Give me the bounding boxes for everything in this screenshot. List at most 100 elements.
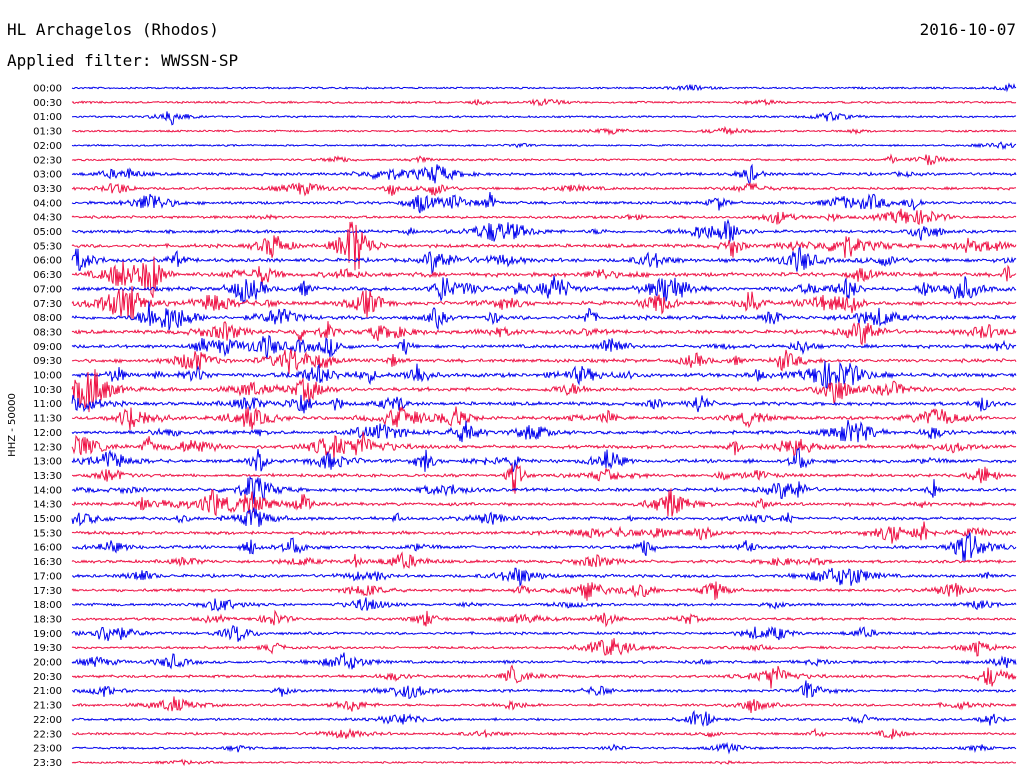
trace-2100 bbox=[71, 680, 1017, 700]
time-tick-0630: 06:30 bbox=[33, 270, 62, 281]
trace-1830 bbox=[71, 609, 1016, 628]
trace-0600 bbox=[71, 246, 1017, 275]
time-tick-0530: 05:30 bbox=[33, 241, 62, 252]
trace-0200 bbox=[71, 141, 1017, 151]
time-tick-0800: 08:00 bbox=[33, 313, 62, 324]
record-date: 2016-10-07 bbox=[919, 20, 1016, 39]
time-tick-1600: 16:00 bbox=[33, 543, 62, 554]
trace-1800 bbox=[71, 597, 1017, 612]
trace-2000 bbox=[71, 652, 1017, 670]
time-tick-2300: 23:00 bbox=[33, 744, 62, 755]
station-title: HL Archagelos (Rhodos) bbox=[7, 20, 219, 39]
trace-0400 bbox=[71, 192, 1017, 214]
time-tick-0230: 02:30 bbox=[33, 155, 62, 166]
time-tick-0400: 04:00 bbox=[33, 198, 62, 209]
seismic-traces bbox=[71, 82, 1017, 767]
trace-1530 bbox=[71, 521, 1017, 544]
trace-0900 bbox=[71, 334, 1017, 360]
trace-1630 bbox=[71, 551, 1017, 570]
trace-0300 bbox=[71, 163, 1017, 186]
time-tick-1130: 11:30 bbox=[33, 414, 62, 425]
time-tick-0600: 06:00 bbox=[33, 256, 62, 267]
trace-2330 bbox=[71, 758, 1016, 767]
trace-0000 bbox=[71, 82, 1017, 93]
time-tick-0130: 01:30 bbox=[33, 127, 62, 138]
applied-filter-label: Applied filter: WWSSN-SP bbox=[7, 51, 239, 70]
trace-1230 bbox=[71, 431, 1017, 460]
time-tick-1400: 14:00 bbox=[33, 485, 62, 496]
trace-0730 bbox=[71, 285, 1017, 320]
time-tick-1330: 13:30 bbox=[33, 471, 62, 482]
trace-2130 bbox=[71, 696, 1017, 713]
time-tick-0900: 09:00 bbox=[33, 342, 62, 353]
trace-0630 bbox=[71, 256, 1017, 298]
time-tick-0930: 09:30 bbox=[33, 356, 62, 367]
trace-1700 bbox=[71, 567, 1017, 588]
y-axis-label: HHZ - 50000 bbox=[7, 393, 18, 457]
trace-1330 bbox=[72, 464, 1017, 494]
time-tick-1000: 10:00 bbox=[33, 371, 62, 382]
time-tick-2200: 22:00 bbox=[33, 715, 62, 726]
trace-0330 bbox=[71, 182, 1017, 197]
trace-0930 bbox=[71, 349, 1017, 375]
time-tick-1300: 13:00 bbox=[33, 457, 62, 468]
time-tick-1630: 16:30 bbox=[33, 557, 62, 568]
time-tick-2030: 20:30 bbox=[33, 672, 62, 683]
trace-2030 bbox=[71, 664, 1017, 689]
trace-0030 bbox=[71, 98, 1017, 107]
trace-0700 bbox=[71, 275, 1017, 305]
time-tick-1200: 12:00 bbox=[33, 428, 62, 439]
time-tick-1700: 17:00 bbox=[33, 571, 62, 582]
time-tick-0200: 02:00 bbox=[33, 141, 62, 152]
trace-2200 bbox=[71, 710, 1017, 728]
trace-1900 bbox=[71, 625, 1017, 642]
time-tick-2130: 21:30 bbox=[33, 701, 62, 712]
trace-1600 bbox=[71, 532, 1017, 562]
time-tick-1730: 17:30 bbox=[33, 586, 62, 597]
time-tick-0330: 03:30 bbox=[33, 184, 62, 195]
trace-1400 bbox=[71, 475, 1017, 504]
time-tick-1430: 14:30 bbox=[33, 500, 62, 511]
time-tick-1830: 18:30 bbox=[33, 614, 62, 625]
trace-2300 bbox=[71, 741, 1017, 755]
time-tick-0000: 00:00 bbox=[33, 84, 62, 95]
time-tick-2330: 23:30 bbox=[33, 758, 62, 769]
trace-1930 bbox=[71, 638, 1017, 657]
trace-0230 bbox=[71, 153, 1017, 166]
time-tick-0730: 07:30 bbox=[33, 299, 62, 310]
trace-1300 bbox=[71, 446, 1017, 473]
trace-2230 bbox=[71, 727, 1017, 740]
time-tick-1900: 19:00 bbox=[33, 629, 62, 640]
time-tick-0030: 00:30 bbox=[33, 98, 62, 109]
trace-1030 bbox=[71, 369, 1017, 413]
trace-0100 bbox=[72, 111, 1017, 126]
time-tick-1100: 11:00 bbox=[33, 399, 62, 410]
trace-1000 bbox=[71, 360, 1017, 390]
time-tick-2230: 22:30 bbox=[33, 729, 62, 740]
time-tick-labels: 00:00 00:30 01:00 01:30 02:00 02:30 03:00 03:30… bbox=[33, 84, 62, 769]
trace-1430 bbox=[71, 488, 1016, 517]
trace-0830 bbox=[71, 321, 1017, 346]
time-tick-0430: 04:30 bbox=[33, 213, 62, 224]
time-tick-1800: 18:00 bbox=[33, 600, 62, 611]
time-tick-0300: 03:00 bbox=[33, 170, 62, 181]
trace-0800 bbox=[71, 301, 1017, 331]
time-tick-0100: 01:00 bbox=[33, 112, 62, 123]
time-tick-1530: 15:30 bbox=[33, 528, 62, 539]
trace-0130 bbox=[71, 125, 1017, 136]
trace-1730 bbox=[71, 581, 1017, 601]
trace-1100 bbox=[71, 394, 1017, 414]
trace-1200 bbox=[71, 420, 1017, 443]
time-tick-1230: 12:30 bbox=[33, 442, 62, 453]
time-tick-1930: 19:30 bbox=[33, 643, 62, 654]
trace-0500 bbox=[71, 218, 1017, 242]
trace-1500 bbox=[71, 507, 1017, 527]
time-tick-2100: 21:00 bbox=[33, 686, 62, 697]
time-tick-0700: 07:00 bbox=[33, 284, 62, 295]
trace-0430 bbox=[71, 208, 1017, 226]
time-tick-1030: 10:30 bbox=[33, 385, 62, 396]
time-tick-0500: 05:00 bbox=[33, 227, 62, 238]
time-tick-1500: 15:00 bbox=[33, 514, 62, 525]
time-tick-0830: 08:30 bbox=[33, 327, 62, 338]
